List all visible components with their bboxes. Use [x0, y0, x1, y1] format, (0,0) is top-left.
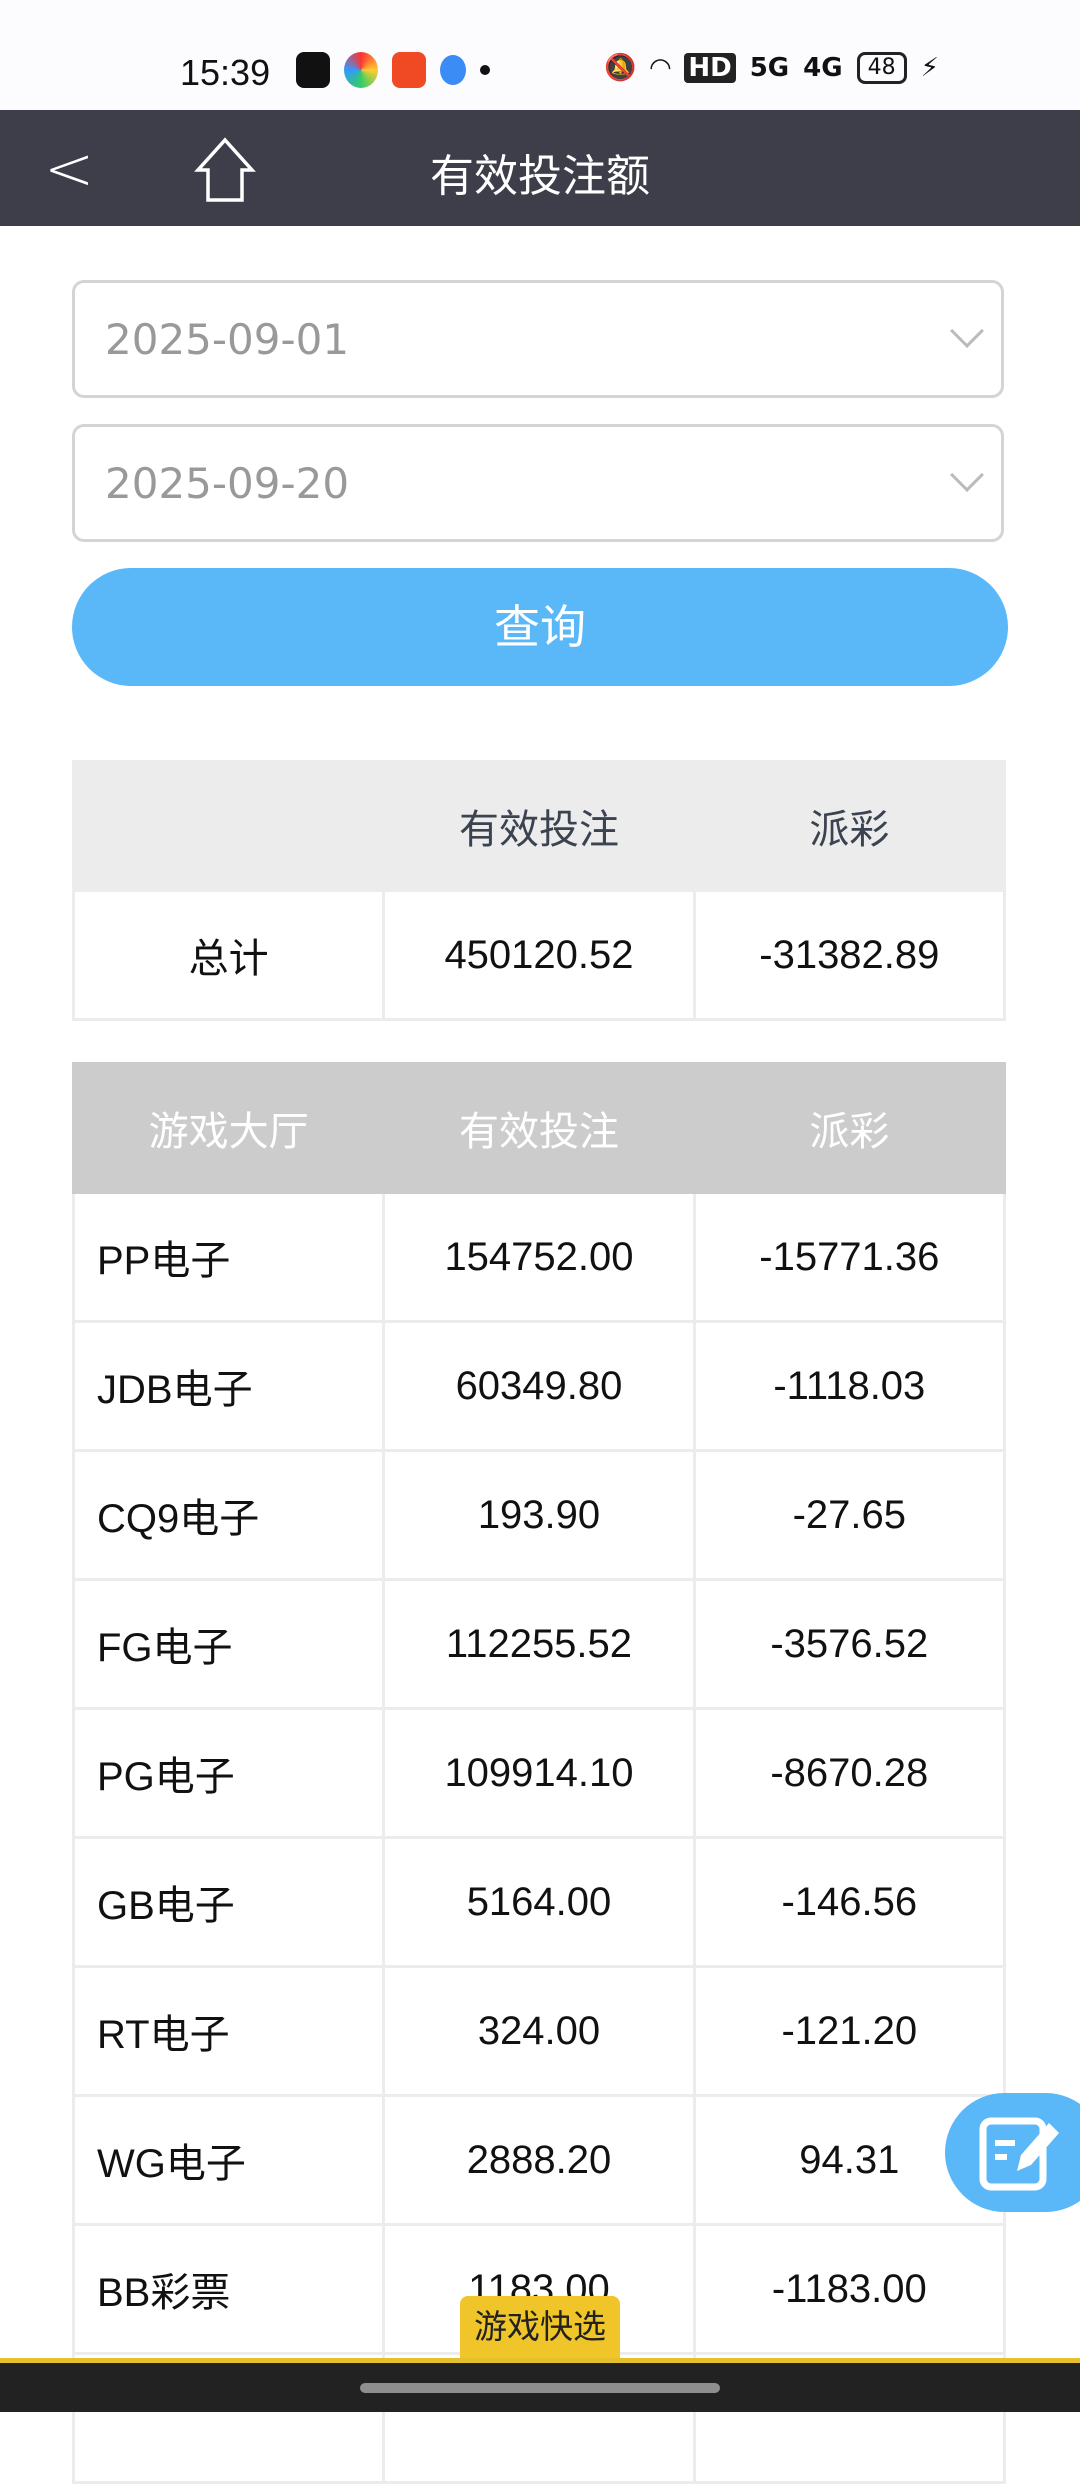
valid-bet-cell: 5164.00	[382, 1836, 696, 1968]
end-date-value: 2025-09-20	[105, 459, 350, 508]
table-row: FG电子 112255.52 -3576.52	[71, 1578, 1007, 1710]
payout-cell: -27.65	[692, 1449, 1007, 1581]
payout-cell: -1183.00	[692, 2223, 1007, 2355]
payout-cell: -121.20	[692, 1965, 1007, 2097]
app-icon	[344, 52, 378, 88]
total-label: 总计	[71, 889, 386, 1021]
app-icon	[296, 52, 330, 88]
system-nav-bar	[0, 2358, 1080, 2412]
summary-table: 有效投注 派彩 总计 450120.52 -31382.89	[71, 760, 1007, 1021]
more-dot-icon	[480, 65, 490, 75]
header-cell	[71, 760, 386, 892]
game-hall-cell: FG电子	[71, 1578, 386, 1710]
payout-cell: -8670.28	[692, 1707, 1007, 1839]
payout-cell: -1118.03	[692, 1320, 1007, 1452]
details-header-row: 游戏大厅 有效投注 派彩	[71, 1062, 1007, 1194]
home-gesture-handle[interactable]	[360, 2383, 720, 2393]
table-row: GB电子 5164.00 -146.56	[71, 1836, 1007, 1968]
query-button[interactable]: 查询	[72, 568, 1008, 686]
app-header: < 有效投注额	[0, 110, 1080, 226]
game-hall-cell: JDB电子	[71, 1320, 386, 1452]
status-bar: 15:39 🔕 ◠ HD 5G 4G 48 ⚡	[0, 0, 1080, 110]
header-cell: 游戏大厅	[71, 1062, 386, 1194]
chevron-down-icon	[950, 314, 984, 348]
table-row: RT电子 324.00 -121.20	[71, 1965, 1007, 2097]
home-icon[interactable]	[190, 136, 260, 206]
wifi-icon: ◠	[650, 53, 671, 83]
game-hall-cell: BB彩票	[71, 2223, 386, 2355]
payout-cell: -3576.52	[692, 1578, 1007, 1710]
table-row: PP电子 154752.00 -15771.36	[71, 1191, 1007, 1323]
payout-cell: -146.56	[692, 1836, 1007, 1968]
quick-select-tab[interactable]: 游戏快选	[460, 2296, 620, 2362]
table-row: JDB电子 60349.80 -1118.03	[71, 1320, 1007, 1452]
valid-bet-cell: 112255.52	[382, 1578, 696, 1710]
header-cell: 有效投注	[382, 1062, 696, 1194]
valid-bet-cell: 109914.10	[382, 1707, 696, 1839]
table-row: WG电子 2888.20 94.31	[71, 2094, 1007, 2226]
charging-icon: ⚡	[920, 53, 939, 83]
chevron-down-icon	[950, 458, 984, 492]
signal-4g-icon: 4G	[803, 53, 843, 83]
game-hall-cell: RT电子	[71, 1965, 386, 2097]
header-cell: 派彩	[692, 760, 1007, 892]
total-payout: -31382.89	[692, 889, 1007, 1021]
table-row: PG电子 109914.10 -8670.28	[71, 1707, 1007, 1839]
video-app-icon	[392, 52, 426, 88]
game-hall-cell: CQ9电子	[71, 1449, 386, 1581]
valid-bet-cell: 154752.00	[382, 1191, 696, 1323]
header-cell: 有效投注	[382, 760, 696, 892]
signal-5g-icon: 5G	[749, 53, 790, 83]
valid-bet-cell: 193.90	[382, 1449, 696, 1581]
start-date-value: 2025-09-01	[105, 315, 350, 364]
start-date-select[interactable]: 2025-09-01	[72, 280, 1004, 398]
back-button[interactable]: <	[44, 134, 95, 204]
details-table: 游戏大厅 有效投注 派彩 PP电子 154752.00 -15771.36 JDB电子…	[71, 1062, 1007, 2484]
game-hall-cell: GB电子	[71, 1836, 386, 1968]
valid-bet-cell: 60349.80	[382, 1320, 696, 1452]
mute-icon: 🔕	[604, 53, 637, 83]
page-title: 有效投注额	[430, 151, 650, 202]
game-hall-cell: PP电子	[71, 1191, 386, 1323]
battery-icon: 48	[856, 52, 907, 84]
valid-bet-cell: 2888.20	[382, 2094, 696, 2226]
app-icon	[440, 55, 466, 85]
table-row: CQ9电子 193.90 -27.65	[71, 1449, 1007, 1581]
payout-cell: -15771.36	[692, 1191, 1007, 1323]
header-cell: 派彩	[692, 1062, 1007, 1194]
edit-note-icon	[979, 2117, 1059, 2191]
game-hall-cell: WG电子	[71, 2094, 386, 2226]
total-bet: 450120.52	[382, 889, 696, 1021]
game-hall-cell: PG电子	[71, 1707, 386, 1839]
valid-bet-cell: 324.00	[382, 1965, 696, 2097]
hd-icon: HD	[684, 53, 736, 83]
edit-note-button[interactable]	[945, 2093, 1080, 2212]
notification-icons	[296, 52, 490, 88]
summary-header-row: 有效投注 派彩	[71, 760, 1007, 892]
clock: 15:39	[180, 52, 271, 93]
summary-total-row: 总计 450120.52 -31382.89	[71, 889, 1007, 1021]
end-date-select[interactable]: 2025-09-20	[72, 424, 1004, 542]
